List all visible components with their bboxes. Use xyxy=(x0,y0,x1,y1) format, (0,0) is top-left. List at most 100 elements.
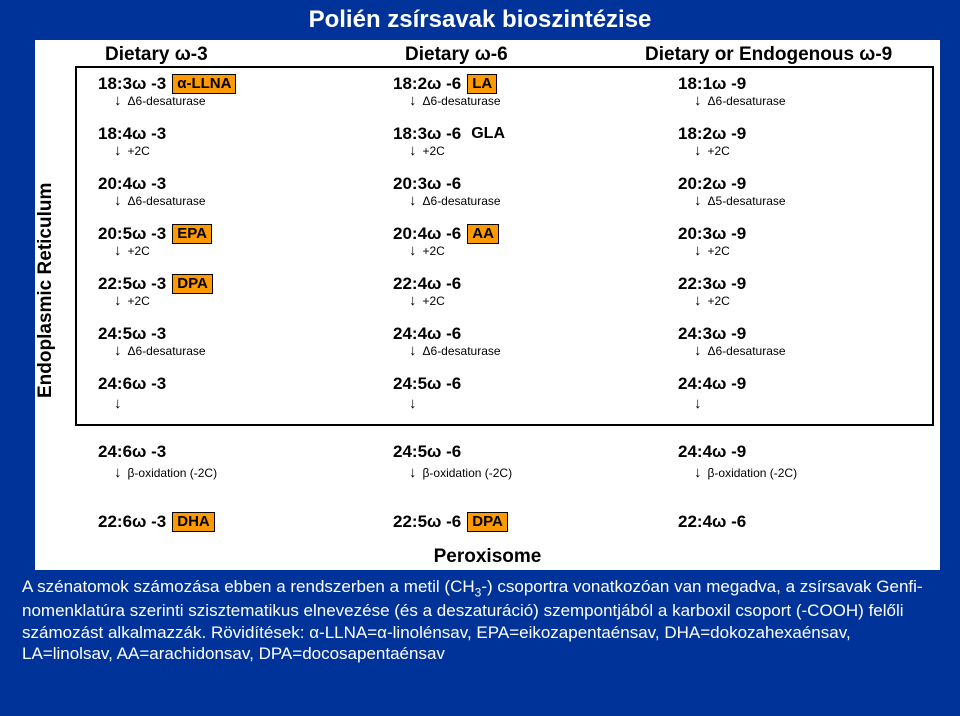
pathway-step: 24:3ω -9↓Δ6-desaturase xyxy=(670,324,960,376)
fatty-acid-notation: 20:2ω -9 xyxy=(678,174,746,194)
fatty-acid-notation: 20:4ω -3 xyxy=(98,174,166,194)
pathway-step: 18:2ω -6LA↓Δ6-desaturase xyxy=(385,74,675,126)
down-arrow-icon: ↓ xyxy=(409,195,417,207)
fatty-acid-notation: 18:2ω -9 xyxy=(678,124,746,144)
pathway-step: 22:6ω -3DHA xyxy=(90,512,380,564)
pathway-col-w3: 18:3ω -3α-LLNA↓Δ6-desaturase18:4ω -3↓+2C… xyxy=(90,72,380,562)
enzyme-label: Δ6-desaturase xyxy=(128,344,206,358)
down-arrow-icon: ↓ xyxy=(694,195,702,207)
reaction-arrow: ↓ xyxy=(409,398,417,410)
reaction-arrow: ↓ +2C xyxy=(114,144,150,158)
down-arrow-icon: ↓ xyxy=(409,95,417,107)
down-arrow-icon: ↓ xyxy=(694,398,702,410)
fatty-acid-notation: 18:3ω -6GLA xyxy=(393,124,505,144)
enzyme-label: Δ6-desaturase xyxy=(128,94,206,108)
abbrev-badge: α-LLNA xyxy=(172,74,236,94)
down-arrow-icon: ↓ xyxy=(694,295,702,307)
pathway-step: 22:4ω -6 xyxy=(670,512,960,564)
col-head-w3: Dietary ω-3 xyxy=(105,44,208,66)
pathway-col-w6: 18:2ω -6LA↓Δ6-desaturase18:3ω -6GLA↓+2C2… xyxy=(385,72,675,562)
enzyme-label: Δ6-desaturase xyxy=(708,94,786,108)
reaction-arrow: ↓β-oxidation (-2C) xyxy=(114,466,217,480)
enzyme-label: +2C xyxy=(128,244,150,258)
down-arrow-icon: ↓ xyxy=(409,467,417,479)
fatty-acid-notation: 24:4ω -9 xyxy=(678,442,746,462)
fatty-acid-notation: 20:4ω -6AA xyxy=(393,224,499,244)
col-head-w9: Dietary or Endogenous ω-9 xyxy=(645,44,892,66)
down-arrow-icon: ↓ xyxy=(409,245,417,257)
enzyme-label: +2C xyxy=(128,144,150,158)
pathway-step: 20:4ω -3↓ Δ6-desaturase xyxy=(90,174,380,226)
reaction-arrow: ↓+2C xyxy=(114,294,150,308)
fatty-acid-notation: 24:3ω -9 xyxy=(678,324,746,344)
reaction-arrow: ↓ +2C xyxy=(409,144,445,158)
fatty-acid-notation: 18:4ω -3 xyxy=(98,124,166,144)
reaction-arrow: ↓+2C xyxy=(409,294,445,308)
reaction-arrow: ↓ +2C xyxy=(694,144,730,158)
reaction-arrow: ↓ xyxy=(114,398,122,410)
down-arrow-icon: ↓ xyxy=(694,145,702,157)
fatty-acid-notation: 18:1ω -9 xyxy=(678,74,746,94)
fatty-acid-notation: 22:5ω -3DPA xyxy=(98,274,213,294)
enzyme-label: +2C xyxy=(708,144,730,158)
reaction-arrow: ↓+2C xyxy=(409,244,445,258)
fatty-acid-notation: 24:5ω -6 xyxy=(393,442,461,462)
reaction-arrow: ↓ Δ6-desaturase xyxy=(694,94,786,108)
reaction-arrow: ↓Δ6-desaturase xyxy=(409,344,501,358)
enzyme-label: Δ6-desaturase xyxy=(128,194,206,208)
abbrev-badge: AA xyxy=(467,224,499,244)
pathway-step: 24:5ω -3↓Δ6-desaturase xyxy=(90,324,380,376)
fatty-acid-notation: 22:3ω -9 xyxy=(678,274,746,294)
fatty-acid-notation: 24:5ω -3 xyxy=(98,324,166,344)
abbrev-badge: LA xyxy=(467,74,497,94)
pathway-step: 20:3ω -9↓+2C xyxy=(670,224,960,276)
fatty-acid-notation: 22:5ω -6DPA xyxy=(393,512,508,532)
abbrev-extra: GLA xyxy=(471,125,505,143)
pathway-step: 18:3ω -6GLA↓ +2C xyxy=(385,124,675,176)
pathway-step: 20:2ω -9↓ Δ5-desaturase xyxy=(670,174,960,226)
caption-text-a: A szénatomok számozása ebben a rendszerb… xyxy=(22,577,475,596)
enzyme-label: Δ6-desaturase xyxy=(423,194,501,208)
slide-title: Polién zsírsavak bioszintézise xyxy=(0,0,960,34)
pathway-step: 24:5ω -6↓β-oxidation (-2C) xyxy=(385,442,675,494)
reaction-arrow: ↓Δ6-desaturase xyxy=(409,94,501,108)
fatty-acid-notation: 18:2ω -6LA xyxy=(393,74,497,94)
reaction-arrow: ↓ Δ6-desaturase xyxy=(409,194,501,208)
fatty-acid-notation: 20:5ω -3EPA xyxy=(98,224,212,244)
down-arrow-icon: ↓ xyxy=(694,467,702,479)
down-arrow-icon: ↓ xyxy=(114,295,122,307)
fatty-acid-notation: 22:4ω -6 xyxy=(393,274,461,294)
enzyme-label: +2C xyxy=(708,294,730,308)
reaction-arrow: ↓ Δ6-desaturase xyxy=(114,94,206,108)
enzyme-label: +2C xyxy=(423,294,445,308)
down-arrow-icon: ↓ xyxy=(114,245,122,257)
down-arrow-icon: ↓ xyxy=(694,95,702,107)
pathway-step: 24:4ω -9 ↓ xyxy=(670,374,960,426)
down-arrow-icon: ↓ xyxy=(114,195,122,207)
reaction-arrow: ↓ xyxy=(694,398,702,410)
pathway-step: 22:5ω -6DPA xyxy=(385,512,675,564)
pathway-step: 20:3ω -6↓Δ6-desaturase xyxy=(385,174,675,226)
enzyme-label: Δ5-desaturase xyxy=(708,194,786,208)
down-arrow-icon: ↓ xyxy=(114,398,122,410)
down-arrow-icon: ↓ xyxy=(409,145,417,157)
enzyme-label: +2C xyxy=(423,144,445,158)
enzyme-label: Δ6-desaturase xyxy=(708,344,786,358)
fatty-acid-notation: 24:4ω -6 xyxy=(393,324,461,344)
reaction-arrow: ↓ +2C xyxy=(114,244,150,258)
pathway-step: 24:5ω -6↓ xyxy=(385,374,675,426)
down-arrow-icon: ↓ xyxy=(114,145,122,157)
enzyme-label: Δ6-desaturase xyxy=(423,344,501,358)
fatty-acid-notation: 24:6ω -3 xyxy=(98,442,166,462)
reaction-arrow: ↓Δ6-desaturase xyxy=(694,344,786,358)
reaction-arrow: ↓ Δ5-desaturase xyxy=(694,194,786,208)
abbrev-badge: DPA xyxy=(172,274,213,294)
col-head-w6: Dietary ω-6 xyxy=(405,44,508,66)
pathway-step: 22:4ω -6↓+2C xyxy=(385,274,675,326)
fatty-acid-notation: 24:4ω -9 xyxy=(678,374,746,394)
abbrev-badge: EPA xyxy=(172,224,212,244)
reaction-arrow: ↓ Δ6-desaturase xyxy=(114,194,206,208)
pathway-step: 24:4ω -6↓Δ6-desaturase xyxy=(385,324,675,376)
fatty-acid-notation: 24:6ω -3 xyxy=(98,374,166,394)
down-arrow-icon: ↓ xyxy=(114,95,122,107)
